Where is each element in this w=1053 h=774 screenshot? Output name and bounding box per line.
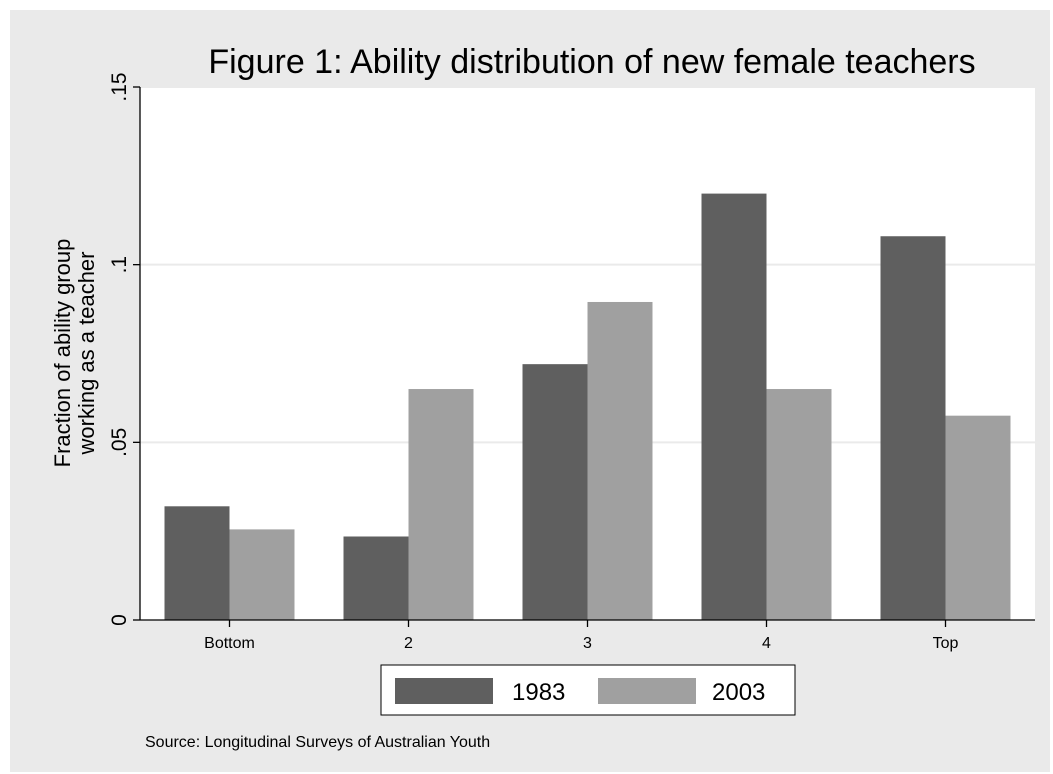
- bar-2003-top: [945, 415, 1011, 620]
- x-tick-label: Top: [933, 635, 959, 652]
- bar-1983-top: [880, 236, 946, 621]
- y-axis-ticks: 0 .05 .1 .15: [108, 72, 140, 626]
- bar-1983-2: [343, 536, 409, 620]
- bar-2003-4: [766, 389, 832, 620]
- bar-2003-2: [408, 389, 474, 620]
- x-tick-label: Bottom: [204, 635, 255, 652]
- y-axis-label-line-2: working as a teacher: [74, 252, 99, 456]
- legend-label-1983: 1983: [512, 679, 565, 706]
- x-tick-label: 4: [762, 635, 771, 652]
- legend: 1983 2003: [380, 664, 796, 716]
- legend-label-2003: 2003: [712, 679, 765, 706]
- x-tick-label: 2: [404, 635, 413, 652]
- x-axis-ticks: Bottom 2 3 4 Top: [204, 620, 959, 652]
- bar-2003-bottom: [229, 529, 295, 620]
- y-tick-label: .1: [108, 256, 131, 274]
- legend-swatch-1983: [395, 678, 493, 704]
- bar-2003-3: [587, 301, 653, 620]
- chart-title: Figure 1: Ability distribution of new fe…: [208, 43, 975, 81]
- bar-1983-4: [701, 193, 767, 620]
- y-tick-label: 0: [108, 614, 131, 626]
- y-tick-label: .05: [108, 428, 131, 457]
- y-axis-label-line-1: Fraction of ability group: [50, 239, 75, 468]
- bar-1983-3: [522, 364, 588, 620]
- x-tick-label: 3: [583, 635, 592, 652]
- bars: [164, 193, 1011, 621]
- y-tick-label: .15: [108, 72, 131, 101]
- source-note: Source: Longitudinal Surveys of Australi…: [145, 734, 490, 751]
- bar-1983-bottom: [164, 506, 230, 620]
- legend-swatch-2003: [598, 678, 696, 704]
